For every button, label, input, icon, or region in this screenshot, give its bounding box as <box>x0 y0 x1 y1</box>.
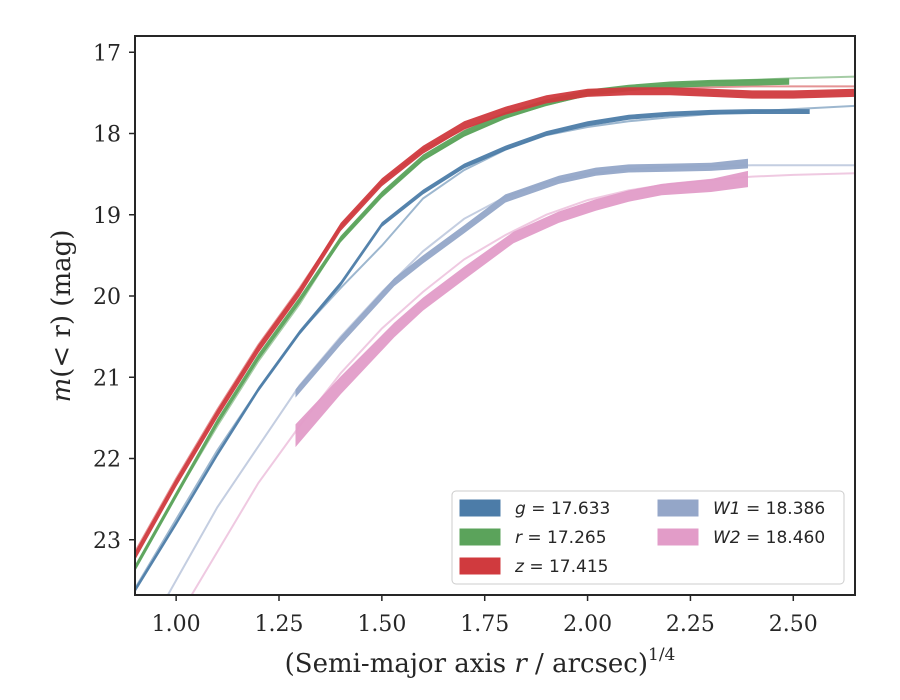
legend-label-value: = 17.415 <box>524 557 609 577</box>
x-tick-label: 1.00 <box>152 612 201 637</box>
x-tick-label: 1.75 <box>460 612 509 637</box>
y-tick-label: 19 <box>93 204 121 229</box>
legend-label-var: z <box>514 557 525 577</box>
legend-label-0: g = 17.633 <box>515 499 610 519</box>
y-tick-label: 23 <box>93 529 121 554</box>
y-tick-label: 21 <box>93 366 121 391</box>
legend-swatch-1 <box>459 528 501 546</box>
plot-area <box>135 75 855 595</box>
legend-frame <box>451 490 845 585</box>
x-tick-label: 2.25 <box>666 612 715 637</box>
y-axis-label-main: m <box>47 378 77 403</box>
y-tick-label: 18 <box>93 123 121 148</box>
legend-label-1: r = 17.265 <box>515 528 607 548</box>
legend-swatch-4 <box>657 528 699 546</box>
legend-label-var: W2 <box>713 528 741 548</box>
legend-label-4: W2 = 18.460 <box>713 528 825 548</box>
legend-label-var: W1 <box>713 499 741 519</box>
legend-label-2: z = 17.415 <box>514 557 608 577</box>
x-tick-label: 1.50 <box>357 612 406 637</box>
x-axis: 1.00 1.25 1.50 1.75 2.00 2.25 2.50 <box>152 595 818 637</box>
legend-swatch-0 <box>459 499 501 517</box>
y-tick-label: 17 <box>93 41 121 66</box>
legend-label-var: r <box>515 528 523 548</box>
y-axis: 17 18 19 20 21 22 23 <box>93 41 135 554</box>
y-tick-label: 20 <box>93 285 121 310</box>
y-axis-label: m(< r) (mag) <box>47 230 77 403</box>
legend-label-var: g <box>515 499 526 519</box>
legend-label-value: = 17.265 <box>522 528 607 548</box>
y-axis-label-tail: (< r) (mag) <box>47 230 77 378</box>
x-axis-label: (Semi-major axis r / arcsec)1/4 <box>285 645 676 679</box>
legend-label-value: = 17.633 <box>526 499 611 519</box>
x-axis-label-main: (Semi-major axis <box>285 649 515 679</box>
legend-label-value: = 18.386 <box>741 499 826 519</box>
y-tick-label: 22 <box>93 448 121 473</box>
x-tick-label: 2.00 <box>563 612 612 637</box>
legend-label-3: W1 = 18.386 <box>713 499 825 519</box>
x-tick-label: 2.50 <box>769 612 818 637</box>
legend-swatch-3 <box>657 499 699 517</box>
x-tick-label: 1.25 <box>255 612 304 637</box>
x-axis-label-sup: 1/4 <box>648 645 675 665</box>
x-axis-label-var: r <box>514 649 528 679</box>
legend-swatch-2 <box>459 557 501 575</box>
legend-label-value: = 18.460 <box>741 528 826 548</box>
data-band-2 <box>135 87 855 561</box>
plot-frame <box>134 35 856 596</box>
data-bands <box>135 78 855 593</box>
x-axis-label-tail: / arcsec) <box>527 649 648 679</box>
